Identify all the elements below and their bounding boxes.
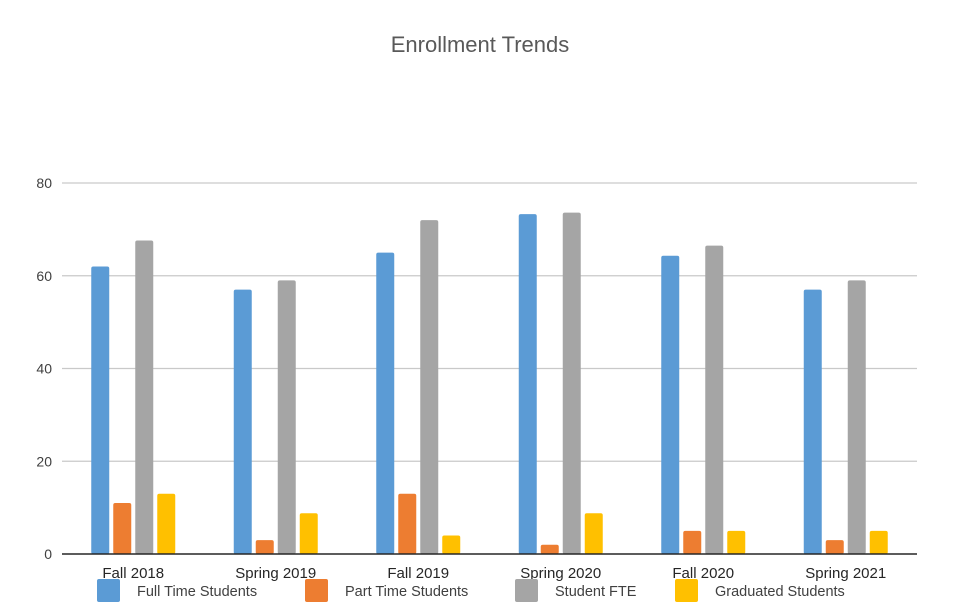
bar xyxy=(398,493,417,554)
x-tick-label: Spring 2020 xyxy=(520,565,601,582)
x-axis: Fall 2018 Spring 2019 Fall 2019 Spring 2020… xyxy=(62,553,917,582)
bar xyxy=(299,513,318,554)
bar xyxy=(113,502,132,554)
x-tick-label: Spring 2021 xyxy=(805,565,886,582)
bar xyxy=(847,280,866,554)
y-tick-label: 60 xyxy=(36,268,52,284)
bar xyxy=(727,530,746,554)
bar xyxy=(705,245,724,554)
bar xyxy=(376,252,395,554)
bar xyxy=(420,220,439,554)
bar xyxy=(562,212,581,554)
bar xyxy=(584,513,603,554)
y-tick-label: 80 xyxy=(36,175,52,191)
legend-swatch xyxy=(515,579,538,602)
y-axis-ticks: 0 20 40 60 80 xyxy=(36,175,52,562)
bar xyxy=(442,535,461,554)
legend-label: Graduated Students xyxy=(715,584,845,600)
x-tick-label: Spring 2019 xyxy=(235,565,316,582)
bar xyxy=(661,255,680,554)
bar xyxy=(233,289,252,554)
y-tick-label: 20 xyxy=(36,453,52,469)
bar xyxy=(825,540,844,554)
legend-label: Student FTE xyxy=(555,584,637,600)
legend-swatch xyxy=(305,579,328,602)
bar xyxy=(518,214,537,555)
bar xyxy=(683,530,702,554)
legend-label: Part Time Students xyxy=(345,584,468,600)
x-tick-label: Fall 2018 xyxy=(102,565,164,582)
y-tick-label: 0 xyxy=(44,546,52,562)
legend: Full Time Students Part Time Students Stud… xyxy=(97,579,845,602)
chart-title: Enrollment Trends xyxy=(391,32,570,57)
bar xyxy=(157,493,176,554)
bar xyxy=(91,266,110,554)
bar xyxy=(869,530,888,554)
legend-swatch xyxy=(97,579,120,602)
x-tick-label: Fall 2019 xyxy=(387,565,449,582)
x-tick-label: Fall 2020 xyxy=(672,565,734,582)
bar xyxy=(540,544,559,554)
legend-label: Full Time Students xyxy=(137,584,257,600)
gridlines xyxy=(62,182,917,462)
bar xyxy=(277,280,296,554)
bars xyxy=(91,212,888,555)
bar xyxy=(803,289,822,554)
bar xyxy=(255,540,274,554)
bar xyxy=(135,240,154,554)
legend-swatch xyxy=(675,579,698,602)
y-tick-label: 40 xyxy=(36,361,52,377)
